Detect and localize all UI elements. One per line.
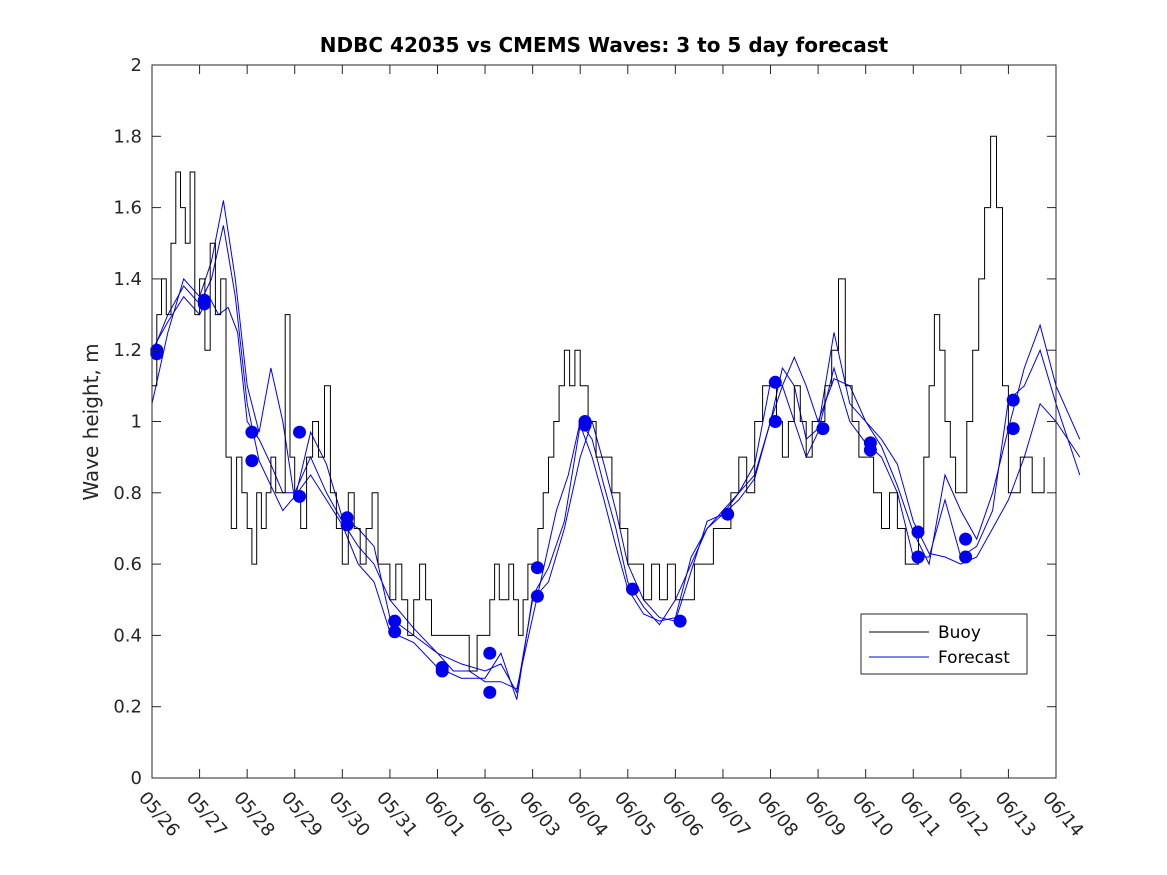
y-tick-label: 1.8 bbox=[113, 126, 142, 147]
legend: Buoy Forecast bbox=[860, 613, 1028, 675]
forecast-marker bbox=[1006, 422, 1020, 436]
buoy-line bbox=[152, 135, 1045, 672]
forecast-marker bbox=[911, 550, 925, 564]
x-tick-label: 06/12 bbox=[943, 788, 992, 841]
y-tick-label: 0.6 bbox=[113, 554, 142, 575]
forecast-marker bbox=[245, 425, 259, 439]
forecast-marker bbox=[483, 685, 497, 699]
x-tick-label: 06/09 bbox=[800, 788, 849, 841]
x-tick-label: 06/08 bbox=[753, 788, 802, 841]
x-tick-label: 06/10 bbox=[848, 788, 897, 841]
x-tick-label: 06/14 bbox=[1038, 788, 1087, 841]
y-tick-label: 1.6 bbox=[113, 198, 142, 219]
y-tick-label: 1.4 bbox=[113, 269, 142, 290]
forecast-marker bbox=[721, 507, 735, 521]
x-tick-label: 05/30 bbox=[324, 788, 373, 841]
forecast-marker bbox=[673, 614, 687, 628]
y-tick-label: 0.2 bbox=[113, 697, 142, 718]
forecast-marker bbox=[530, 589, 544, 603]
forecast-marker bbox=[388, 625, 402, 639]
forecast-line bbox=[151, 295, 1081, 690]
y-tick-label: 0 bbox=[131, 768, 142, 789]
forecast-marker bbox=[435, 664, 449, 678]
x-tick-label: 05/27 bbox=[182, 788, 231, 841]
x-tick-label: 06/03 bbox=[515, 788, 564, 841]
forecast-marker bbox=[483, 646, 497, 660]
forecast-marker bbox=[197, 297, 211, 311]
y-axis: 0 0.2 0.4 0.6 0.8 1 1.2 1.4 1.6 1.8 2 bbox=[113, 55, 1056, 789]
x-tick-label: 05/28 bbox=[229, 788, 278, 841]
y-tick-label: 1 bbox=[131, 412, 142, 433]
forecast-marker bbox=[768, 375, 782, 389]
y-tick-label: 0.8 bbox=[113, 483, 142, 504]
x-tick-label: 06/04 bbox=[562, 788, 611, 841]
x-tick-label: 06/05 bbox=[610, 788, 659, 841]
forecast-marker bbox=[863, 443, 877, 457]
legend-box bbox=[860, 613, 1028, 675]
forecast-marker bbox=[1006, 393, 1020, 407]
legend-forecast-label: Forecast bbox=[938, 648, 1010, 668]
y-tick-label: 0.4 bbox=[113, 625, 142, 646]
forecast-marker bbox=[911, 525, 925, 539]
x-tick-label: 06/02 bbox=[467, 788, 516, 841]
x-tick-label: 05/31 bbox=[372, 788, 421, 841]
y-tick-label: 1.2 bbox=[113, 340, 142, 361]
forecast-marker bbox=[626, 582, 639, 596]
forecast-marker bbox=[293, 425, 306, 439]
x-tick-label: 06/13 bbox=[991, 788, 1040, 841]
y-axis-label: Wave height, m bbox=[79, 343, 103, 500]
legend-buoy-label: Buoy bbox=[938, 623, 981, 643]
forecast-marker bbox=[530, 561, 544, 575]
y-tick-label: 2 bbox=[131, 55, 142, 76]
forecast-marker bbox=[959, 550, 973, 564]
chart-title: NDBC 42035 vs CMEMS Waves: 3 to 5 day fo… bbox=[320, 33, 889, 57]
x-tick-label: 06/07 bbox=[705, 788, 754, 841]
forecast-marker bbox=[388, 614, 402, 628]
forecast-marker bbox=[768, 415, 782, 428]
plot-area bbox=[150, 135, 1081, 700]
x-tick-label: 06/11 bbox=[895, 788, 944, 841]
forecast-marker bbox=[959, 532, 973, 546]
forecast-marker bbox=[578, 418, 592, 432]
forecast-marker bbox=[245, 454, 259, 468]
forecast-marker bbox=[340, 518, 354, 532]
x-tick-label: 06/06 bbox=[658, 788, 707, 841]
x-tick-label: 05/26 bbox=[134, 788, 183, 841]
x-axis: 05/2605/2705/2805/2905/3005/3106/0106/02… bbox=[134, 65, 1088, 841]
x-tick-label: 06/01 bbox=[420, 788, 469, 841]
forecast-marker bbox=[293, 489, 306, 503]
forecast-marker bbox=[816, 422, 830, 436]
x-tick-label: 05/29 bbox=[277, 788, 326, 841]
